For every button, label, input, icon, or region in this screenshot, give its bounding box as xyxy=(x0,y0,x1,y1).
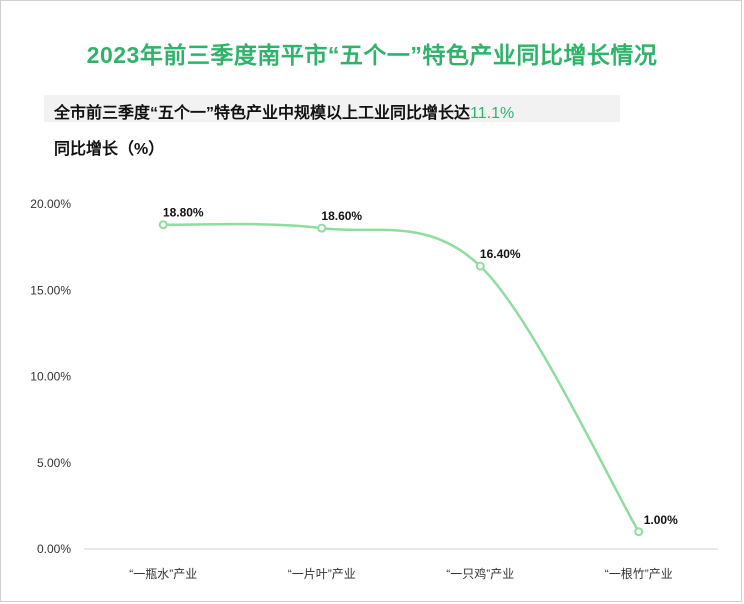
data-label: 16.40% xyxy=(480,247,521,261)
y-axis-label: 同比增长（%） xyxy=(54,141,165,158)
y-tick-label: 5.00% xyxy=(37,456,71,470)
series-line xyxy=(163,222,640,533)
x-tick-label: “一片叶”产业 xyxy=(288,567,356,581)
x-tick-label: “一瓶水”产业 xyxy=(129,567,197,581)
data-point xyxy=(475,261,485,271)
data-label: 18.80% xyxy=(163,206,204,220)
chart-subtitle: 全市前三季度“五个一”特色产业中规模以上工业同比增长达11.1% xyxy=(54,99,514,123)
y-tick-label: 0.00% xyxy=(37,542,71,556)
chart-title: 2023年前三季度南平市“五个一”特色产业同比增长情况 xyxy=(86,42,658,68)
data-point xyxy=(317,223,327,233)
y-tick-label: 15.00% xyxy=(30,283,71,297)
data-point xyxy=(158,220,168,230)
data-point xyxy=(634,527,644,537)
subtitle-text: 全市前三季度“五个一”特色产业中规模以上工业同比增长达 xyxy=(54,105,471,122)
data-label: 1.00% xyxy=(644,513,678,527)
subtitle-background xyxy=(44,95,620,122)
y-tick-label: 20.00% xyxy=(30,197,71,211)
y-tick-label: 10.00% xyxy=(30,370,71,384)
x-tick-label: “一根竹”产业 xyxy=(605,567,673,581)
data-label: 18.60% xyxy=(321,209,362,223)
x-tick-label: “一只鸡”产业 xyxy=(446,566,514,581)
subtitle-highlight: 11.1% xyxy=(470,105,515,122)
